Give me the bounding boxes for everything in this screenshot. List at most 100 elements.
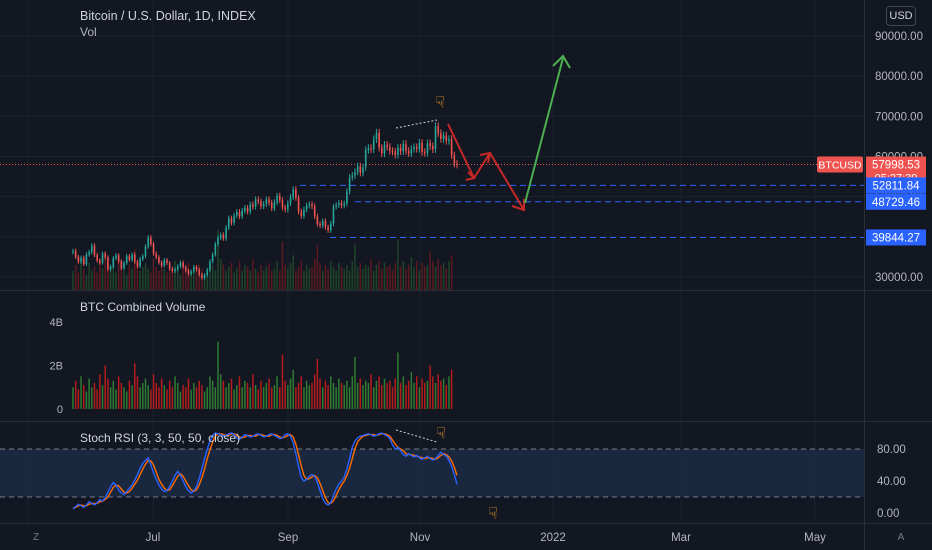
volume-bar bbox=[415, 376, 418, 409]
price-pane-volume-bar bbox=[381, 268, 383, 290]
volume-bar bbox=[206, 387, 209, 409]
price-pane-volume-bar bbox=[233, 272, 235, 290]
candle-body bbox=[415, 147, 418, 149]
candle-body bbox=[389, 146, 391, 151]
pointing-hand-icon: ☟ bbox=[436, 424, 446, 443]
price-pane-volume-bar bbox=[128, 264, 131, 290]
candle-body bbox=[378, 132, 380, 148]
volume-bar bbox=[346, 380, 348, 409]
price-pane-volume-bar bbox=[131, 268, 133, 290]
volume-bar bbox=[410, 372, 413, 409]
candle-body bbox=[397, 147, 399, 155]
zoom-button[interactable]: Z bbox=[32, 531, 40, 543]
volume-bar bbox=[107, 378, 109, 409]
volume-bar bbox=[128, 380, 131, 409]
volume-bar bbox=[445, 385, 447, 409]
price-pane-volume-bar bbox=[340, 266, 343, 290]
candle-body bbox=[139, 258, 141, 267]
level-price-label: 48729.46 bbox=[872, 197, 920, 209]
stoch-rsi-lines bbox=[0, 432, 864, 510]
price-pane-volume-bar bbox=[343, 268, 345, 290]
volume-bar bbox=[136, 376, 139, 409]
candle-body bbox=[356, 166, 359, 172]
candle-body bbox=[432, 146, 434, 150]
price-tags: BTCUSD57998.5305:27:3952811.8448729.4639… bbox=[817, 156, 926, 246]
price-pane-volume-bar bbox=[93, 266, 96, 290]
volume-bar bbox=[273, 385, 276, 409]
price-pane-volume-bar bbox=[203, 274, 206, 290]
candle-body bbox=[179, 262, 182, 267]
price-pane-volume-bar bbox=[378, 260, 380, 290]
volume-indicator-label[interactable]: Vol bbox=[80, 25, 97, 39]
volume-bar bbox=[405, 385, 407, 409]
volume-bar bbox=[308, 385, 311, 409]
candle-body bbox=[80, 257, 82, 262]
stoch-d-line bbox=[72, 433, 458, 509]
volume-bar bbox=[287, 385, 289, 409]
volume-bar bbox=[332, 382, 335, 409]
volume-bar bbox=[343, 385, 345, 409]
auto-scale-button[interactable]: A bbox=[897, 531, 905, 543]
candle-body bbox=[410, 148, 413, 154]
volume-bar bbox=[222, 380, 225, 409]
price-pane-volume-bar bbox=[437, 259, 439, 290]
currency-button[interactable]: USD bbox=[886, 6, 916, 26]
candle-body bbox=[372, 139, 375, 150]
candle-body bbox=[209, 261, 211, 270]
level-price-label: 39844.27 bbox=[872, 232, 920, 244]
candle-body bbox=[217, 237, 219, 245]
candle-body bbox=[128, 256, 131, 260]
price-pane-volume-bar bbox=[313, 259, 316, 290]
volume-bar bbox=[117, 376, 120, 409]
price-pane-volume-bar bbox=[300, 260, 302, 290]
candle-body bbox=[99, 260, 101, 263]
candle-body bbox=[187, 270, 190, 274]
candle-body bbox=[198, 269, 201, 275]
volume-bar bbox=[370, 374, 372, 409]
candle-body bbox=[206, 269, 209, 275]
price-pane-volume-bar bbox=[321, 270, 324, 290]
candle-body bbox=[402, 144, 405, 152]
candle-body bbox=[104, 253, 107, 258]
candle-body bbox=[120, 261, 123, 269]
price-pane-volume-bar bbox=[179, 274, 182, 290]
price-pane-volume-bar bbox=[373, 270, 375, 290]
volume-bar bbox=[109, 387, 112, 409]
stoch-k-line bbox=[72, 432, 458, 510]
volume-bar bbox=[311, 382, 313, 409]
arrowhead bbox=[552, 54, 571, 69]
candle-body bbox=[332, 206, 335, 224]
volume-bar bbox=[364, 380, 367, 409]
volume-bar bbox=[125, 391, 128, 409]
candle-body bbox=[152, 244, 155, 254]
candle-body bbox=[348, 177, 351, 192]
candle-body bbox=[115, 255, 117, 259]
volume-bar bbox=[335, 387, 337, 409]
volume-bar bbox=[356, 382, 359, 409]
candle-body bbox=[375, 132, 378, 140]
price-pane-volume bbox=[72, 230, 453, 290]
volume-pane-label[interactable]: BTC Combined Volume bbox=[80, 300, 206, 314]
candle-body bbox=[329, 223, 332, 231]
candle-body bbox=[88, 252, 90, 255]
candle-body bbox=[82, 257, 85, 265]
price-pane-volume-bar bbox=[327, 268, 329, 290]
volume-bar bbox=[139, 387, 141, 409]
volume-bar bbox=[203, 391, 206, 409]
candle-body bbox=[147, 237, 149, 247]
time-axis-tick-label: Jul bbox=[146, 532, 161, 544]
volume-bar bbox=[437, 374, 439, 409]
time-axis-tick-label: Nov bbox=[410, 532, 431, 544]
candle-body bbox=[383, 144, 386, 154]
price-pane-volume-bar bbox=[362, 268, 364, 290]
price-pane-volume-bar bbox=[426, 264, 429, 290]
candle-body bbox=[303, 209, 305, 216]
volume-bar bbox=[297, 382, 300, 409]
candle-body bbox=[101, 253, 104, 263]
stoch-rsi-label[interactable]: Stoch RSI (3, 3, 50, 50, close) bbox=[80, 431, 241, 445]
candle-body bbox=[136, 261, 139, 267]
volume-bar bbox=[182, 385, 184, 409]
projection-arrow-green bbox=[524, 57, 564, 204]
price-pane-volume-bar bbox=[139, 270, 141, 290]
